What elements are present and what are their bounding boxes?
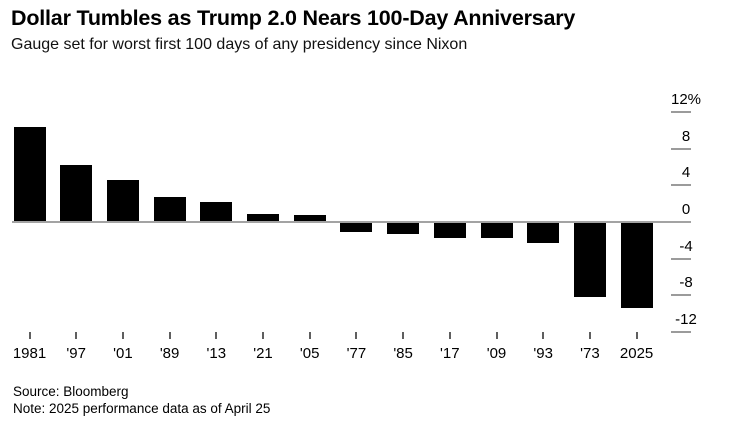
chart-bar-2025 <box>620 222 653 308</box>
x-axis-label: '77 <box>346 345 367 362</box>
y-axis-label: -12 <box>675 310 697 328</box>
x-axis-label: 2025 <box>619 345 654 362</box>
x-axis-tick <box>262 332 264 339</box>
y-axis-label: 8 <box>681 127 691 145</box>
x-axis-label: '05 <box>299 345 320 362</box>
y-axis-tick <box>671 184 691 187</box>
x-axis-tick <box>402 332 405 339</box>
chart-bar-'13 <box>200 202 233 222</box>
chart-subtitle: Gauge set for worst first 100 days of an… <box>11 36 468 53</box>
x-axis-label: '01 <box>113 345 133 362</box>
x-axis-tick <box>121 332 124 339</box>
y-axis-label: -4 <box>679 237 693 255</box>
source-note: Source: Bloomberg <box>13 384 129 399</box>
x-axis-tick <box>215 332 218 339</box>
y-axis-label: 12% <box>670 91 702 109</box>
x-axis-tick <box>308 332 311 339</box>
x-axis-tick <box>635 332 638 339</box>
chart-bar-'21 <box>247 214 279 222</box>
x-axis-label: 1981 <box>12 345 47 362</box>
x-axis-label: '89 <box>159 345 180 362</box>
x-axis-tick <box>448 332 451 339</box>
y-axis-tick <box>671 257 691 260</box>
x-axis-label: '21 <box>253 345 273 362</box>
chart-bar-'85 <box>387 222 420 234</box>
zero-axis-line <box>12 221 691 223</box>
x-axis-label: '73 <box>580 345 600 362</box>
x-axis-label: '17 <box>440 345 460 362</box>
x-axis-tick <box>75 332 78 339</box>
x-axis-tick <box>495 332 498 339</box>
chart-bar-'89 <box>153 197 186 222</box>
chart-bar-'09 <box>480 222 513 238</box>
x-axis-tick <box>588 332 591 339</box>
chart-bar-'97 <box>60 165 93 222</box>
chart-bar-'05 <box>293 215 326 222</box>
chart-title: Dollar Tumbles as Trump 2.0 Nears 100-Da… <box>11 6 576 30</box>
x-axis-tick <box>542 332 545 339</box>
chart-bar-'93 <box>527 222 560 243</box>
y-axis-label: 4 <box>681 164 691 182</box>
x-axis-label: '09 <box>486 345 507 362</box>
y-axis-tick <box>671 147 691 150</box>
x-axis-label: '97 <box>66 345 86 362</box>
x-axis-tick <box>28 332 31 339</box>
chart-footnotes: Source: Bloomberg Note: 2025 performance… <box>13 384 270 417</box>
chart-bar-'73 <box>573 222 606 297</box>
chart-bar-'77 <box>340 222 373 232</box>
x-axis-tick <box>355 332 358 339</box>
x-axis-label: '93 <box>533 345 553 362</box>
bar-chart-plot-area: 12% 8 4 0 -4 -8 -12 1981 '97 '01 '89 '13 '21 '05 '77 '8… <box>0 90 735 380</box>
chart-bar-'01 <box>106 180 139 222</box>
x-axis-tick <box>168 332 171 339</box>
y-axis-tick <box>671 294 691 297</box>
chart-bar-1981 <box>13 127 46 222</box>
y-axis-label: 0 <box>681 201 691 218</box>
y-axis-label: -8 <box>679 274 693 292</box>
chart-bar-'17 <box>433 222 466 238</box>
data-note: Note: 2025 performance data as of April … <box>13 400 271 416</box>
x-axis-label: '13 <box>206 345 227 362</box>
y-axis-tick <box>671 111 691 114</box>
x-axis-label: '85 <box>393 345 413 362</box>
y-axis-tick <box>671 330 691 333</box>
